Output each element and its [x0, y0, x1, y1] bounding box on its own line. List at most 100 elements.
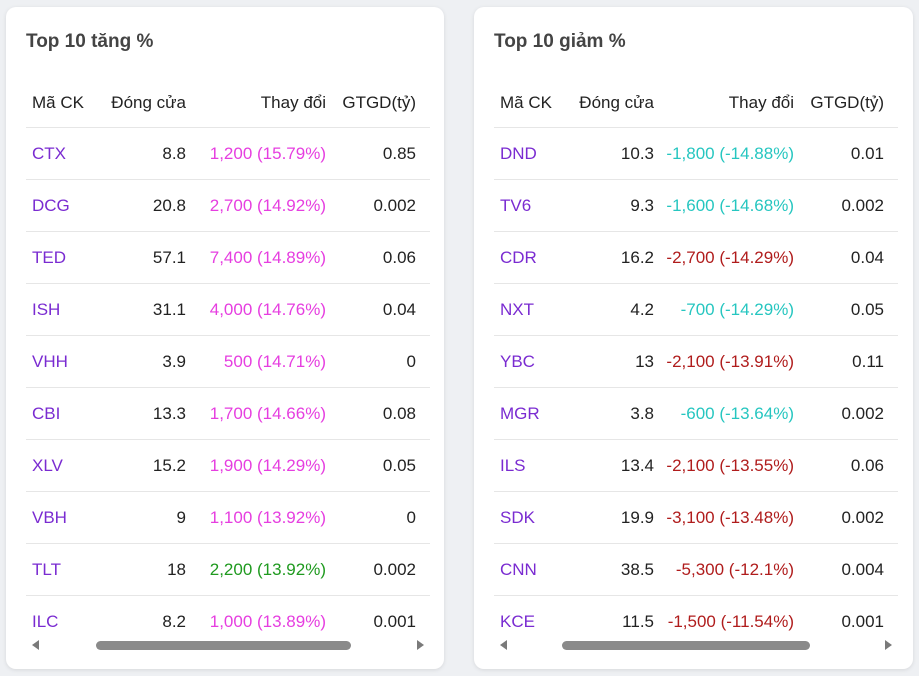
- stock-code[interactable]: KCE: [500, 611, 535, 631]
- trade-value: 0.002: [841, 195, 884, 215]
- close-price: 13.4: [620, 455, 654, 475]
- chevron-right-icon[interactable]: [885, 640, 892, 650]
- top-gainers-panel: Top 10 tăng % Mã CK Đóng cửa Thay đổi GT…: [6, 7, 444, 669]
- trade-value: 0.04: [382, 299, 416, 319]
- close-price: 38.5: [620, 559, 654, 579]
- stock-code[interactable]: YBC: [500, 351, 535, 371]
- stock-code[interactable]: TV6: [500, 195, 532, 215]
- table-row[interactable]: TED 57.1 7,400 (14.89%) 0.06: [26, 231, 430, 283]
- stock-code[interactable]: SDK: [500, 507, 535, 527]
- table-row[interactable]: SDK 19.9 -3,100 (-13.48%) 0.002: [494, 491, 898, 543]
- price-change: 1,100 (13.92%): [209, 507, 326, 527]
- table-row[interactable]: CTX 8.8 1,200 (15.79%) 0.85: [26, 127, 430, 179]
- close-price: 57.1: [152, 247, 186, 267]
- stock-code[interactable]: ISH: [32, 299, 61, 319]
- table-row[interactable]: NXT 4.2 -700 (-14.29%) 0.05: [494, 283, 898, 335]
- gainers-table: Mã CK Đóng cửa Thay đổi GTGD(tỷ) CTX 8.8 1…: [26, 79, 430, 647]
- trade-value: 0: [406, 351, 416, 371]
- trade-value: 0.01: [850, 143, 884, 163]
- header-value[interactable]: GTGD(tỷ): [342, 93, 416, 112]
- panel-title: Top 10 tăng %: [26, 31, 154, 52]
- stock-code[interactable]: TLT: [32, 559, 61, 579]
- scrollbar-thumb[interactable]: [96, 641, 351, 650]
- table-row[interactable]: DCG 20.8 2,700 (14.92%) 0.002: [26, 179, 430, 231]
- table-row[interactable]: YBC 13 -2,100 (-13.91%) 0.11: [494, 335, 898, 387]
- stock-code[interactable]: MGR: [500, 403, 540, 423]
- table-header: Mã CK Đóng cửa Thay đổi GTGD(tỷ): [494, 79, 898, 127]
- chevron-left-icon[interactable]: [500, 640, 507, 650]
- close-price: 10.3: [620, 143, 654, 163]
- price-change: -1,800 (-14.88%): [666, 143, 794, 163]
- price-change: 500 (14.71%): [223, 351, 326, 371]
- table-row[interactable]: DND 10.3 -1,800 (-14.88%) 0.01: [494, 127, 898, 179]
- trade-value: 0.001: [373, 611, 416, 631]
- close-price: 3.9: [162, 351, 186, 371]
- header-change[interactable]: Thay đổi: [728, 93, 794, 112]
- price-change: 2,700 (14.92%): [209, 195, 326, 215]
- stock-code[interactable]: CNN: [500, 559, 537, 579]
- stock-code[interactable]: ILC: [32, 611, 59, 631]
- table-row[interactable]: KCE 11.5 -1,500 (-11.54%) 0.001: [494, 595, 898, 647]
- close-price: 31.1: [152, 299, 186, 319]
- stock-code[interactable]: TED: [32, 247, 66, 267]
- stock-code[interactable]: NXT: [500, 299, 534, 319]
- header-close[interactable]: Đóng cửa: [111, 93, 186, 112]
- header-code[interactable]: Mã CK: [32, 93, 84, 112]
- trade-value: 0.06: [382, 247, 416, 267]
- price-change: -3,100 (-13.48%): [666, 507, 794, 527]
- price-change: -5,300 (-12.1%): [675, 559, 794, 579]
- table-row[interactable]: VHH 3.9 500 (14.71%) 0: [26, 335, 430, 387]
- table-row[interactable]: TV6 9.3 -1,600 (-14.68%) 0.002: [494, 179, 898, 231]
- trade-value: 0.001: [841, 611, 884, 631]
- trade-value: 0.05: [382, 455, 416, 475]
- table-row[interactable]: ILC 8.2 1,000 (13.89%) 0.001: [26, 595, 430, 647]
- close-price: 18: [167, 559, 186, 579]
- stock-code[interactable]: CTX: [32, 143, 66, 163]
- stock-code[interactable]: VBH: [32, 507, 67, 527]
- chevron-right-icon[interactable]: [417, 640, 424, 650]
- close-price: 4.2: [630, 299, 654, 319]
- close-price: 3.8: [630, 403, 654, 423]
- scrollbar-thumb[interactable]: [562, 641, 810, 650]
- close-price: 20.8: [152, 195, 186, 215]
- trade-value: 0.06: [850, 455, 884, 475]
- close-price: 8.2: [162, 611, 186, 631]
- trade-value: 0.002: [373, 559, 416, 579]
- header-close[interactable]: Đóng cửa: [579, 93, 654, 112]
- stock-code[interactable]: VHH: [32, 351, 68, 371]
- close-price: 9.3: [630, 195, 654, 215]
- chevron-left-icon[interactable]: [32, 640, 39, 650]
- table-row[interactable]: CBI 13.3 1,700 (14.66%) 0.08: [26, 387, 430, 439]
- stock-code[interactable]: ILS: [500, 455, 526, 475]
- table-row[interactable]: XLV 15.2 1,900 (14.29%) 0.05: [26, 439, 430, 491]
- table-row[interactable]: MGR 3.8 -600 (-13.64%) 0.002: [494, 387, 898, 439]
- horizontal-scrollbar[interactable]: [26, 635, 430, 655]
- losers-table: Mã CK Đóng cửa Thay đổi GTGD(tỷ) DND 10.3…: [494, 79, 898, 647]
- trade-value: 0.11: [852, 351, 884, 371]
- price-change: 4,000 (14.76%): [209, 299, 326, 319]
- stock-code[interactable]: CDR: [500, 247, 537, 267]
- table-row[interactable]: ISH 31.1 4,000 (14.76%) 0.04: [26, 283, 430, 335]
- price-change: 7,400 (14.89%): [209, 247, 326, 267]
- trade-value: 0.04: [850, 247, 884, 267]
- table-row[interactable]: CNN 38.5 -5,300 (-12.1%) 0.004: [494, 543, 898, 595]
- stock-code[interactable]: DCG: [32, 195, 70, 215]
- table-row[interactable]: CDR 16.2 -2,700 (-14.29%) 0.04: [494, 231, 898, 283]
- stock-code[interactable]: DND: [500, 143, 537, 163]
- stock-code[interactable]: XLV: [32, 455, 63, 475]
- trade-value: 0.004: [841, 559, 884, 579]
- header-code[interactable]: Mã CK: [500, 93, 552, 112]
- header-value[interactable]: GTGD(tỷ): [810, 93, 884, 112]
- trade-value: 0.002: [841, 403, 884, 423]
- table-row[interactable]: TLT 18 2,200 (13.92%) 0.002: [26, 543, 430, 595]
- horizontal-scrollbar[interactable]: [494, 635, 898, 655]
- price-change: 1,000 (13.89%): [209, 611, 326, 631]
- table-row[interactable]: ILS 13.4 -2,100 (-13.55%) 0.06: [494, 439, 898, 491]
- panel-title: Top 10 giảm %: [494, 31, 626, 52]
- table-header: Mã CK Đóng cửa Thay đổi GTGD(tỷ): [26, 79, 430, 127]
- table-row[interactable]: VBH 9 1,100 (13.92%) 0: [26, 491, 430, 543]
- close-price: 19.9: [620, 507, 654, 527]
- stock-code[interactable]: CBI: [32, 403, 61, 423]
- close-price: 8.8: [162, 143, 186, 163]
- header-change[interactable]: Thay đổi: [260, 93, 326, 112]
